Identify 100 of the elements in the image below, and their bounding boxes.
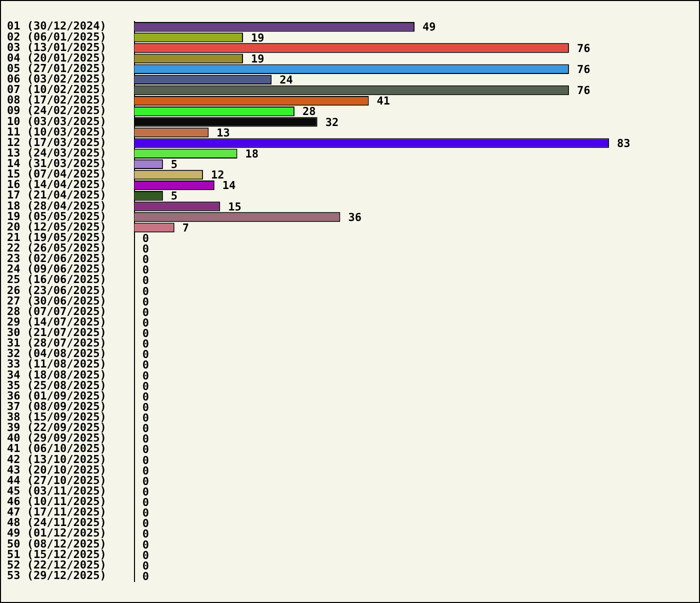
data-label: 0 <box>142 412 149 425</box>
data-label: 7 <box>182 221 189 234</box>
data-label: 24 <box>280 74 294 87</box>
y-tick-label: 25 (16/06/2025) <box>7 273 106 286</box>
data-label: 0 <box>142 327 149 340</box>
data-label: 0 <box>142 338 149 351</box>
data-label: 76 <box>576 42 591 55</box>
data-label: 0 <box>142 548 149 562</box>
y-tick-label: 12 (17/03/2025) <box>7 136 106 149</box>
data-label: 15 <box>228 200 242 214</box>
y-tick-label: 27 (30/06/2025) <box>7 294 106 308</box>
data-label: 0 <box>142 485 149 498</box>
data-label: 12 <box>210 168 224 182</box>
y-tick-label: 03 (13/01/2025) <box>7 40 106 54</box>
y-tick-label: 04 (20/01/2025) <box>7 51 106 64</box>
data-label: 0 <box>142 295 149 308</box>
y-tick-label: 15 (07/04/2025) <box>7 168 106 181</box>
y-tick-label: 34 (18/08/2025) <box>7 368 106 382</box>
data-label: 0 <box>142 316 149 330</box>
data-label: 18 <box>245 147 259 160</box>
y-tick-label: 30 (21/07/2025) <box>7 326 106 340</box>
y-tick-label: 51 (15/12/2025) <box>7 548 106 561</box>
y-tick-label: 14 (31/03/2025) <box>7 157 106 170</box>
data-label: 0 <box>142 528 149 541</box>
y-tick-label: 48 (24/11/2025) <box>7 516 106 530</box>
y-tick-label: 36 (01/09/2025) <box>7 389 106 402</box>
data-label: 0 <box>142 358 149 372</box>
y-tick-label: 33 (11/08/2025) <box>7 358 106 371</box>
data-label: 0 <box>142 242 149 256</box>
y-tick-label: 21 (19/05/2025) <box>7 230 106 244</box>
data-label: 76 <box>576 62 591 76</box>
data-label: 0 <box>142 517 149 530</box>
y-tick-label: 32 (04/08/2025) <box>7 347 106 360</box>
data-label: 0 <box>142 496 149 510</box>
y-tick-label: 47 (17/11/2025) <box>7 506 106 519</box>
y-tick-label: 31 (28/07/2025) <box>7 336 106 350</box>
y-tick-label: 16 (14/04/2025) <box>7 178 106 192</box>
data-label: 0 <box>142 284 149 298</box>
data-label: 0 <box>142 422 149 436</box>
data-label: 0 <box>142 264 149 277</box>
y-tick-label: 37 (08/09/2025) <box>7 400 106 413</box>
data-label: 0 <box>142 432 149 446</box>
data-label: 0 <box>142 559 149 572</box>
y-tick-label: 53 (29/12/2025) <box>7 568 106 582</box>
y-tick-label: 44 (27/10/2025) <box>7 474 106 487</box>
data-label: 0 <box>142 443 149 456</box>
y-tick-label: 38 (15/09/2025) <box>7 410 106 424</box>
y-tick-label: 08 (17/02/2025) <box>7 94 106 107</box>
data-label: 5 <box>170 158 178 172</box>
y-tick-label: 17 (21/04/2025) <box>7 188 106 202</box>
data-label: 0 <box>142 253 149 266</box>
y-tick-label: 39 (22/09/2025) <box>7 421 106 434</box>
data-label: 0 <box>142 369 149 382</box>
y-tick-label: 01 (30/12/2024) <box>7 20 106 33</box>
data-label: 19 <box>250 52 264 66</box>
y-tick-label: 41 (06/10/2025) <box>7 442 106 456</box>
y-tick-label: 19 (05/05/2025) <box>7 210 106 223</box>
y-tick-label: 46 (10/11/2025) <box>7 495 106 508</box>
y-tick-label: 20 (12/05/2025) <box>7 220 106 234</box>
data-label: 0 <box>142 306 149 319</box>
data-label: 28 <box>302 105 316 118</box>
y-tick-label: 09 (24/02/2025) <box>7 104 106 118</box>
data-label: 0 <box>142 464 149 478</box>
data-label: 49 <box>422 20 436 34</box>
y-tick-label: 43 (20/10/2025) <box>7 463 106 476</box>
data-label: 41 <box>376 94 390 108</box>
y-tick-label: 24 (09/06/2025) <box>7 262 106 276</box>
data-label: 0 <box>142 506 149 520</box>
data-label: 0 <box>142 400 149 414</box>
y-tick-label: 45 (03/11/2025) <box>7 484 106 498</box>
y-tick-label: 29 (14/07/2025) <box>7 315 106 328</box>
data-label: 0 <box>142 348 149 362</box>
y-tick-label: 10 (03/03/2025) <box>7 114 106 128</box>
y-tick-label: 18 (28/04/2025) <box>7 199 106 212</box>
data-label: 13 <box>216 126 230 140</box>
data-label: 0 <box>142 538 149 552</box>
data-label: 0 <box>142 232 149 245</box>
y-tick-label: 02 (06/01/2025) <box>7 30 106 44</box>
y-tick-label: 07 (10/02/2025) <box>7 83 106 96</box>
data-label: 76 <box>576 84 591 98</box>
data-label: 0 <box>142 570 149 583</box>
y-tick-label: 06 (03/02/2025) <box>7 72 106 86</box>
y-tick-label: 05 (27/01/2025) <box>7 62 106 75</box>
data-label: 32 <box>325 116 339 129</box>
y-tick-label: 42 (13/10/2025) <box>7 452 106 466</box>
y-tick-label: 52 (22/12/2025) <box>7 558 106 572</box>
y-tick-label: 11 (10/03/2025) <box>7 125 106 138</box>
data-label: 0 <box>142 474 149 488</box>
data-label: 0 <box>142 274 149 288</box>
data-label: 83 <box>616 136 630 150</box>
data-label: 36 <box>348 210 362 224</box>
y-tick-label: 35 (25/08/2025) <box>7 378 106 392</box>
y-tick-label: 23 (02/06/2025) <box>7 252 106 266</box>
y-tick-label: 22 (26/05/2025) <box>7 242 106 255</box>
y-tick-label: 26 (23/06/2025) <box>7 284 106 297</box>
y-tick-label: 49 (01/12/2025) <box>7 526 106 540</box>
y-tick-label: 13 (24/03/2025) <box>7 146 106 160</box>
data-label: 5 <box>170 190 178 203</box>
y-tick-label: 28 (07/07/2025) <box>7 304 106 318</box>
data-label: 0 <box>142 454 149 467</box>
